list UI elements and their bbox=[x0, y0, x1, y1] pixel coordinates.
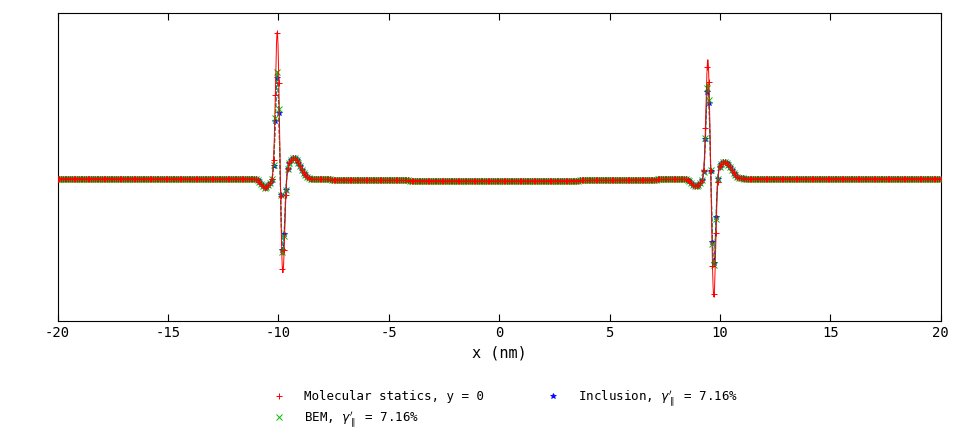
Molecular statics, y = 0 bbox=[918, 176, 929, 182]
Molecular statics, y = 0 bbox=[780, 176, 791, 182]
Legend: Molecular statics, y = 0, BEM, $\gamma^{\prime}_{\parallel}$ = 7.16%, Inclusion,: Molecular statics, y = 0, BEM, $\gamma^{… bbox=[255, 383, 743, 434]
Line: BEM, $\gamma^{\prime}_{\parallel}$ = 7.16%: BEM, $\gamma^{\prime}_{\parallel}$ = 7.1… bbox=[55, 69, 944, 268]
Molecular statics, y = 0 bbox=[272, 30, 283, 35]
Line: Inclusion, $\gamma^{\prime}_{\parallel}$ = 7.16%: Inclusion, $\gamma^{\prime}_{\parallel}$… bbox=[55, 75, 944, 265]
Molecular statics, y = 0 bbox=[935, 176, 947, 182]
Inclusion, $\gamma^{\prime}_{\parallel}$ = 7.16% bbox=[473, 178, 485, 184]
Inclusion, $\gamma^{\prime}_{\parallel}$ = 7.16% bbox=[579, 178, 590, 183]
BEM, $\gamma^{\prime}_{\parallel}$ = 7.16% bbox=[708, 262, 720, 268]
Molecular statics, y = 0 bbox=[708, 291, 720, 296]
BEM, $\gamma^{\prime}_{\parallel}$ = 7.16% bbox=[935, 176, 947, 182]
Molecular statics, y = 0 bbox=[473, 178, 485, 184]
BEM, $\gamma^{\prime}_{\parallel}$ = 7.16% bbox=[918, 176, 929, 182]
Inclusion, $\gamma^{\prime}_{\parallel}$ = 7.16% bbox=[780, 176, 791, 182]
Inclusion, $\gamma^{\prime}_{\parallel}$ = 7.16% bbox=[918, 176, 929, 182]
BEM, $\gamma^{\prime}_{\parallel}$ = 7.16% bbox=[52, 176, 63, 182]
Inclusion, $\gamma^{\prime}_{\parallel}$ = 7.16% bbox=[935, 176, 947, 182]
Line: Molecular statics, y = 0: Molecular statics, y = 0 bbox=[55, 30, 944, 297]
BEM, $\gamma^{\prime}_{\parallel}$ = 7.16% bbox=[478, 178, 490, 184]
BEM, $\gamma^{\prime}_{\parallel}$ = 7.16% bbox=[579, 178, 590, 183]
BEM, $\gamma^{\prime}_{\parallel}$ = 7.16% bbox=[532, 178, 543, 183]
Molecular statics, y = 0 bbox=[478, 178, 490, 184]
Inclusion, $\gamma^{\prime}_{\parallel}$ = 7.16% bbox=[52, 176, 63, 182]
X-axis label: x (nm): x (nm) bbox=[471, 346, 527, 360]
BEM, $\gamma^{\prime}_{\parallel}$ = 7.16% bbox=[780, 176, 791, 182]
BEM, $\gamma^{\prime}_{\parallel}$ = 7.16% bbox=[272, 69, 283, 74]
Molecular statics, y = 0 bbox=[579, 178, 590, 183]
Inclusion, $\gamma^{\prime}_{\parallel}$ = 7.16% bbox=[272, 75, 283, 80]
Inclusion, $\gamma^{\prime}_{\parallel}$ = 7.16% bbox=[478, 178, 490, 184]
Inclusion, $\gamma^{\prime}_{\parallel}$ = 7.16% bbox=[708, 260, 720, 265]
Molecular statics, y = 0 bbox=[532, 178, 543, 183]
BEM, $\gamma^{\prime}_{\parallel}$ = 7.16% bbox=[473, 178, 485, 184]
Molecular statics, y = 0 bbox=[52, 176, 63, 182]
Inclusion, $\gamma^{\prime}_{\parallel}$ = 7.16% bbox=[532, 178, 543, 183]
